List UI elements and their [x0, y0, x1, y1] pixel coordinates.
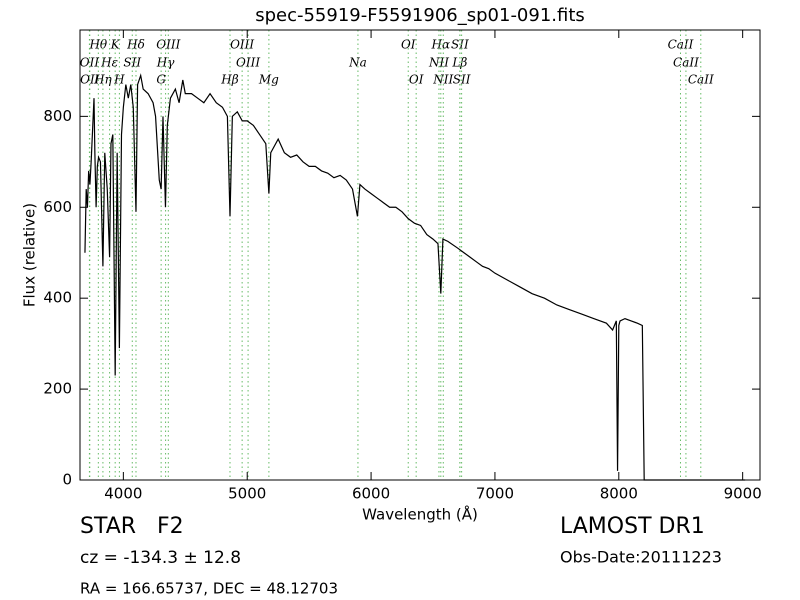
y-tick-label: 400 — [43, 289, 72, 307]
spectral-line-label: CaII — [673, 56, 699, 70]
annotation: Obs-Date:20111223 — [560, 548, 722, 567]
spectral-line-label: Hδ — [126, 38, 145, 52]
x-tick-label: 5000 — [228, 485, 266, 503]
annotation: cz = -134.3 ± 12.8 — [80, 548, 241, 568]
spectral-line-label: OII — [80, 73, 100, 87]
spectral-line-label: NII — [428, 56, 449, 70]
y-tick-label: 0 — [62, 471, 72, 489]
spectral-line-label: OI — [409, 73, 424, 87]
spectral-line-label: Hη — [93, 73, 112, 87]
spectrum-line — [84, 73, 746, 481]
spectral-line-label: Mg — [258, 73, 279, 87]
y-tick-label: 200 — [43, 380, 72, 398]
x-tick-label: 8000 — [600, 485, 638, 503]
spectral-line-label: OIII — [230, 38, 254, 52]
spectral-line-label: Hα — [431, 38, 451, 52]
y-tick-label: 600 — [43, 198, 72, 216]
x-axis-label: Wavelength (Å) — [362, 505, 478, 524]
spectral-line-label: OI — [401, 38, 416, 52]
spectral-line-label: OIII — [156, 38, 180, 52]
chart-title: spec-55919-F5591906_sp01-091.fits — [255, 5, 585, 26]
plot-frame — [79, 29, 761, 481]
spectral-line-label: NII — [432, 73, 453, 87]
spectral-line-label: Hθ — [88, 38, 107, 52]
spectral-line-label: H — [113, 73, 125, 87]
spectral-line-label: CaII — [668, 38, 694, 52]
x-tick-label: 9000 — [724, 485, 762, 503]
spectral-line-label: Na — [348, 56, 367, 70]
spectral-line-label: Hγ — [156, 56, 175, 70]
x-tick-label: 4000 — [104, 485, 142, 503]
annotation: LAMOST DR1 — [560, 514, 705, 539]
x-tick-label: 7000 — [476, 485, 514, 503]
annotation: RA = 166.65737, DEC = 48.12703 — [80, 580, 338, 598]
y-axis-label: Flux (relative) — [21, 203, 39, 307]
y-tick-label: 800 — [43, 107, 72, 125]
spectral-line-label: Hβ — [220, 73, 238, 87]
spectral-line-label: Hε — [100, 56, 118, 70]
spectral-line-label: Lβ — [451, 56, 467, 70]
x-tick-label: 6000 — [352, 485, 390, 503]
spectral-line-label: OIII — [236, 56, 260, 70]
annotation: STAR F2 — [80, 514, 184, 539]
spectral-line-label: CaII — [688, 73, 714, 87]
spectral-line-label: K — [110, 38, 121, 52]
spectral-line-label: SII — [453, 73, 471, 87]
spectral-line-label: G — [156, 73, 166, 87]
spectral-line-label: SII — [123, 56, 141, 70]
